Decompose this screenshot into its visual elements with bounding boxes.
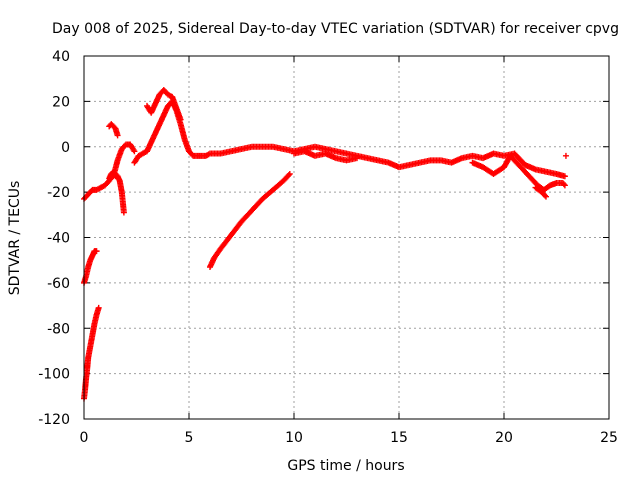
data-points	[81, 87, 569, 402]
chart-title: Day 008 of 2025, Sidereal Day-to-day VTE…	[52, 21, 619, 37]
y-tick-label: -80	[47, 321, 70, 337]
y-tick-label: 40	[52, 49, 70, 65]
data-point	[562, 152, 569, 159]
data-point	[120, 209, 127, 216]
data-point	[131, 148, 138, 155]
data-point	[354, 155, 360, 162]
series-arc-e-peak	[106, 121, 121, 139]
x-tick-label: 0	[80, 430, 89, 446]
series-arc-h-upper	[144, 87, 184, 123]
y-tick-label: -60	[47, 276, 70, 292]
data-point	[95, 304, 102, 311]
y-tick-label: -100	[38, 367, 70, 383]
grid	[84, 56, 609, 419]
data-point	[560, 181, 567, 188]
x-tick-label: 15	[390, 430, 408, 446]
data-point	[561, 182, 568, 189]
series-arc-f-rise	[110, 141, 138, 180]
y-tick-label: 0	[61, 140, 70, 156]
axis-tick-labels: 0 5 10 15 20 25 -120 -100 -80 -60 -40 -20 0 20 40	[38, 49, 618, 446]
y-tick-label: -120	[38, 412, 70, 428]
plot-frame	[83, 55, 610, 420]
x-tick-label: 5	[185, 430, 194, 446]
series-arc-m-afternoon	[207, 170, 293, 270]
data-point	[285, 172, 292, 179]
series-arc-c-morning	[81, 170, 119, 202]
data-point	[177, 116, 184, 123]
x-tick-label: 25	[600, 430, 618, 446]
series-point-late	[562, 152, 569, 159]
data-point	[541, 192, 548, 199]
y-tick-label: -20	[47, 185, 70, 201]
data-point	[543, 193, 549, 200]
data-point	[114, 132, 121, 139]
series-arc-b-steep	[81, 304, 102, 402]
y-tick-label: -40	[47, 231, 70, 247]
x-tick-label: 20	[495, 430, 513, 446]
data-point	[93, 248, 100, 255]
series-arc-d-bump	[106, 168, 127, 216]
data-point	[561, 173, 568, 180]
y-tick-label: 20	[52, 94, 70, 110]
y-axis-label: SDTVAR / TECUs	[7, 181, 23, 296]
data-point	[286, 170, 293, 177]
series-arc-l-late-low	[532, 184, 549, 200]
x-axis-label: GPS time / hours	[287, 458, 404, 474]
series-arc-i-mid-dip	[291, 148, 360, 164]
x-tick-label: 10	[285, 430, 303, 446]
